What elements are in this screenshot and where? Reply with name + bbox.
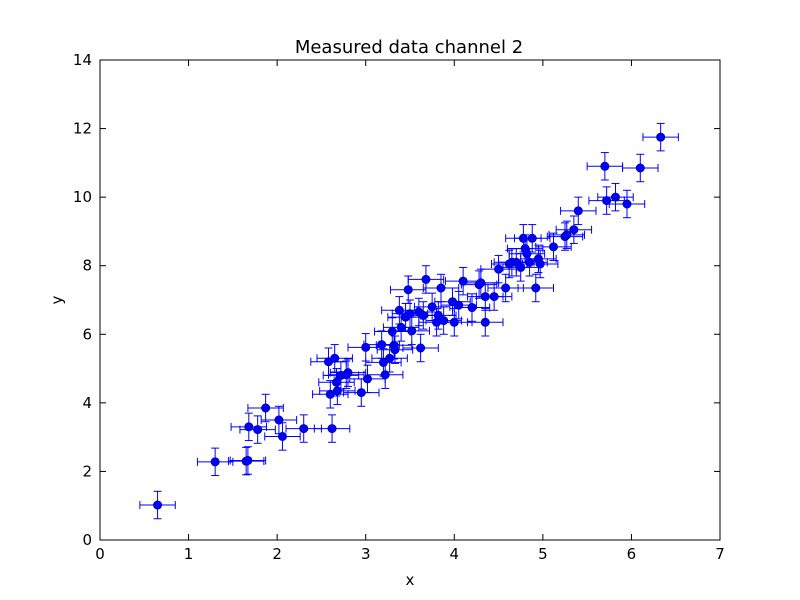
data-point — [328, 360, 365, 389]
x-axis-label: x — [406, 571, 415, 589]
data-point — [260, 405, 298, 435]
x-tick-label: 0 — [95, 545, 105, 563]
y-tick-label: 12 — [73, 120, 92, 138]
chart-title: Measured data channel 2 — [295, 37, 523, 58]
data-point — [407, 265, 445, 294]
scatter-point — [535, 259, 545, 269]
scatter-point — [635, 163, 645, 173]
y-axis-label: y — [48, 295, 66, 304]
data-point — [247, 393, 284, 423]
scatter-point — [299, 424, 309, 434]
y-tick-label: 0 — [82, 531, 92, 549]
scatter-point — [332, 386, 342, 396]
data-point — [343, 378, 380, 407]
scatter-point — [439, 316, 449, 326]
scatter-point — [377, 340, 387, 350]
data-point — [229, 446, 267, 475]
scatter-point — [390, 345, 400, 355]
data-point — [312, 380, 349, 409]
plot-area-frame — [99, 59, 721, 541]
scatter-point — [274, 415, 284, 425]
scatter-point — [327, 424, 337, 434]
data-point — [608, 189, 646, 219]
data-point — [517, 273, 554, 303]
data-point — [316, 344, 353, 373]
data-point — [521, 249, 559, 279]
data-point — [196, 447, 234, 477]
y-tick-label: 6 — [82, 325, 92, 343]
y-tick-label: 4 — [82, 394, 92, 412]
scatter-point — [403, 285, 413, 295]
data-point — [622, 153, 659, 183]
scatter-point — [602, 196, 612, 206]
scatter-point — [244, 422, 254, 432]
scatter-point — [548, 242, 558, 252]
data-marks — [139, 122, 679, 520]
scatter-point — [416, 343, 426, 353]
data-point — [264, 422, 301, 451]
data-point — [560, 196, 597, 226]
data-point — [390, 275, 427, 304]
x-tick-label: 7 — [715, 545, 725, 563]
scatter-point — [600, 161, 610, 171]
scatter-point — [277, 431, 287, 441]
data-point — [393, 316, 430, 346]
data-point — [467, 308, 504, 337]
scatter-point — [569, 225, 579, 235]
scatter-point — [467, 303, 477, 313]
scatter-point — [261, 403, 271, 413]
x-tick-label: 1 — [184, 545, 194, 563]
scatter-point — [501, 283, 511, 293]
data-point — [239, 415, 276, 444]
data-point — [548, 220, 585, 250]
scatter-point — [573, 206, 583, 216]
data-point — [588, 186, 625, 215]
x-tick-label: 2 — [272, 545, 282, 563]
data-point — [487, 273, 524, 303]
scatter-point — [489, 292, 499, 302]
x-tick-label: 6 — [627, 545, 637, 563]
data-point — [514, 224, 551, 253]
scatter-point — [253, 425, 263, 435]
scatter-point — [622, 199, 632, 209]
scatter-point — [330, 353, 340, 363]
scatter-point — [454, 300, 464, 310]
scatter-point — [531, 283, 541, 293]
scatter-point — [385, 353, 395, 363]
y-tick-label: 14 — [73, 51, 92, 69]
scatter-point — [436, 283, 446, 293]
x-tick-label: 4 — [450, 545, 460, 563]
data-point — [642, 122, 679, 152]
scatter-point — [656, 132, 666, 142]
scatter-point — [153, 500, 163, 510]
data-point — [555, 215, 593, 244]
y-tick-label: 2 — [82, 462, 92, 480]
scatter-point — [449, 317, 459, 327]
scatter-point — [210, 457, 220, 467]
data-point — [313, 414, 351, 443]
y-tick-label: 8 — [82, 257, 92, 275]
scatter-point — [421, 274, 431, 284]
data-point — [371, 344, 408, 373]
x-tick-label: 5 — [538, 545, 548, 563]
y-tick-label: 10 — [73, 188, 92, 206]
scatter-point — [243, 455, 253, 465]
data-point — [366, 360, 404, 389]
x-tick-label: 3 — [361, 545, 371, 563]
scatter-point — [610, 192, 620, 202]
scatter-point — [562, 230, 572, 240]
data-point — [402, 333, 439, 363]
data-point — [139, 490, 176, 520]
scatter-point — [480, 317, 490, 327]
scatter-point — [341, 370, 351, 380]
data-point — [376, 335, 414, 364]
scatter-point — [527, 233, 537, 243]
scatter-point — [380, 370, 390, 380]
data-point — [453, 293, 491, 322]
scatter-point — [407, 326, 417, 336]
